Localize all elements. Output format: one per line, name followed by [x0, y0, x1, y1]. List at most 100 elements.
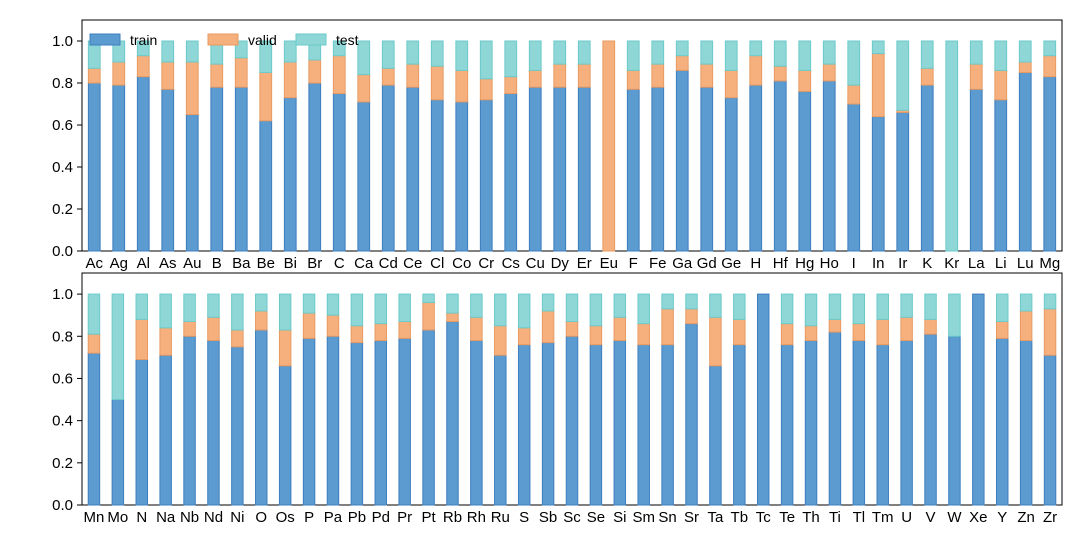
bar-test-In — [871, 40, 885, 55]
x-tick-label-Ca: Ca — [354, 255, 374, 272]
bar-valid-B — [210, 63, 224, 88]
bar-valid-Nd — [207, 316, 220, 341]
x-tick-label-Ge: Ge — [721, 255, 741, 272]
bar-test-Cl — [430, 40, 444, 67]
x-tick-label-Sb: Sb — [539, 509, 557, 526]
x-tick-label-Nb: Nb — [180, 509, 199, 526]
bar-valid-Ca — [357, 74, 371, 103]
bar-test-Sm — [637, 293, 650, 325]
bar-test-V — [924, 293, 937, 320]
bar-valid-Gd — [700, 63, 714, 88]
bar-train-P — [302, 337, 316, 506]
bar-test-Te — [780, 293, 794, 325]
bar-train-Zn — [1019, 339, 1033, 506]
bar-train-Fe — [651, 86, 665, 252]
bar-test-K — [920, 40, 934, 69]
bar-test-Rh — [470, 293, 483, 318]
x-tick-label-Ba: Ba — [232, 255, 251, 272]
bar-train-La — [969, 88, 983, 252]
x-tick-label-Ir: Ir — [898, 255, 907, 272]
x-tick-label-W: W — [947, 509, 962, 526]
bar-train-Er — [577, 86, 591, 252]
x-tick-label-Cs: Cs — [502, 255, 520, 272]
bar-valid-Ce — [406, 63, 420, 88]
bar-test-F — [626, 40, 640, 71]
x-tick-label-Si: Si — [613, 509, 626, 526]
x-tick-label-Ag: Ag — [110, 255, 128, 272]
bar-train-Ge — [724, 97, 738, 252]
bar-train-Cu — [528, 86, 542, 252]
bar-test-Pr — [398, 293, 411, 323]
bar-valid-Na — [159, 327, 172, 356]
bar-valid-Pr — [398, 321, 411, 339]
bar-test-Na — [159, 293, 172, 329]
bar-valid-Sm — [637, 323, 650, 346]
x-tick-label-Cl: Cl — [430, 255, 444, 272]
x-tick-label-B: B — [212, 255, 222, 272]
bar-valid-Nb — [183, 321, 196, 337]
x-tick-label-Lu: Lu — [1017, 255, 1034, 272]
bar-valid-Cs — [504, 76, 518, 94]
bar-train-Rb — [446, 321, 459, 506]
bar-test-Sc — [565, 293, 579, 323]
x-tick-label-Y: Y — [997, 509, 1007, 526]
bar-test-Rb — [446, 293, 459, 314]
bar-valid-Bi — [283, 61, 297, 99]
bar-test-Cs — [504, 40, 518, 78]
bar-train-U — [900, 339, 913, 506]
bar-train-Al — [136, 76, 150, 252]
x-tick-label-Rh: Rh — [467, 509, 486, 526]
y-tick-label: 0.2 — [52, 455, 73, 472]
y-tick-label: 0.4 — [52, 413, 73, 430]
x-tick-label-Na: Na — [156, 509, 176, 526]
bar-train-Ca — [357, 101, 371, 252]
bar-train-Hg — [798, 90, 812, 252]
bar-train-Se — [589, 344, 603, 506]
bar-valid-N — [135, 318, 148, 360]
x-tick-label-Dy: Dy — [551, 255, 570, 272]
bar-valid-Eu — [602, 40, 616, 252]
bar-train-Mo — [111, 399, 125, 506]
bar-valid-Sc — [565, 321, 579, 337]
bar-train-Sn — [661, 344, 674, 506]
x-tick-label-Mo: Mo — [107, 509, 128, 526]
bar-test-Ga — [675, 40, 689, 57]
y-tick-label: 0.6 — [52, 117, 73, 134]
bar-train-Gd — [700, 86, 714, 252]
x-tick-label-Pr: Pr — [397, 509, 412, 526]
bar-train-Ac — [87, 82, 101, 252]
x-tick-label-Tc: Tc — [756, 509, 772, 526]
bar-train-Nb — [183, 335, 196, 506]
bar-test-W — [948, 293, 961, 337]
bar-test-Hf — [773, 40, 787, 67]
y-tick-label: 0.0 — [52, 497, 73, 514]
x-tick-label-Os: Os — [276, 509, 295, 526]
bar-valid-F — [626, 69, 640, 90]
x-tick-label-Tm: Tm — [872, 509, 894, 526]
x-tick-label-Sr: Sr — [684, 509, 699, 526]
x-tick-label-Cr: Cr — [478, 255, 494, 272]
bar-test-Os — [278, 293, 292, 331]
x-tick-label-Ni: Ni — [230, 509, 244, 526]
x-tick-label-Zr: Zr — [1043, 509, 1057, 526]
bar-test-Tb — [733, 293, 746, 320]
x-tick-label-Ru: Ru — [491, 509, 510, 526]
bar-valid-S — [517, 327, 531, 346]
bar-train-Sb — [541, 342, 555, 506]
bar-test-Pt — [422, 293, 435, 304]
bar-valid-Si — [613, 316, 627, 341]
bar-train-In — [871, 116, 885, 252]
bar-valid-Ti — [828, 318, 842, 333]
x-tick-label-H: H — [750, 255, 761, 272]
legend-swatch-train — [89, 33, 121, 46]
bar-train-Pr — [398, 337, 411, 506]
bar-valid-La — [969, 63, 983, 90]
bar-valid-O — [255, 310, 268, 331]
bar-valid-K — [920, 67, 934, 86]
bar-test-Sb — [541, 293, 555, 312]
bar-train-Nd — [207, 339, 220, 506]
x-tick-label-P: P — [304, 509, 314, 526]
axes-frame-1 — [81, 19, 1063, 252]
x-tick-label-Pb: Pb — [348, 509, 366, 526]
bar-valid-U — [900, 316, 913, 341]
